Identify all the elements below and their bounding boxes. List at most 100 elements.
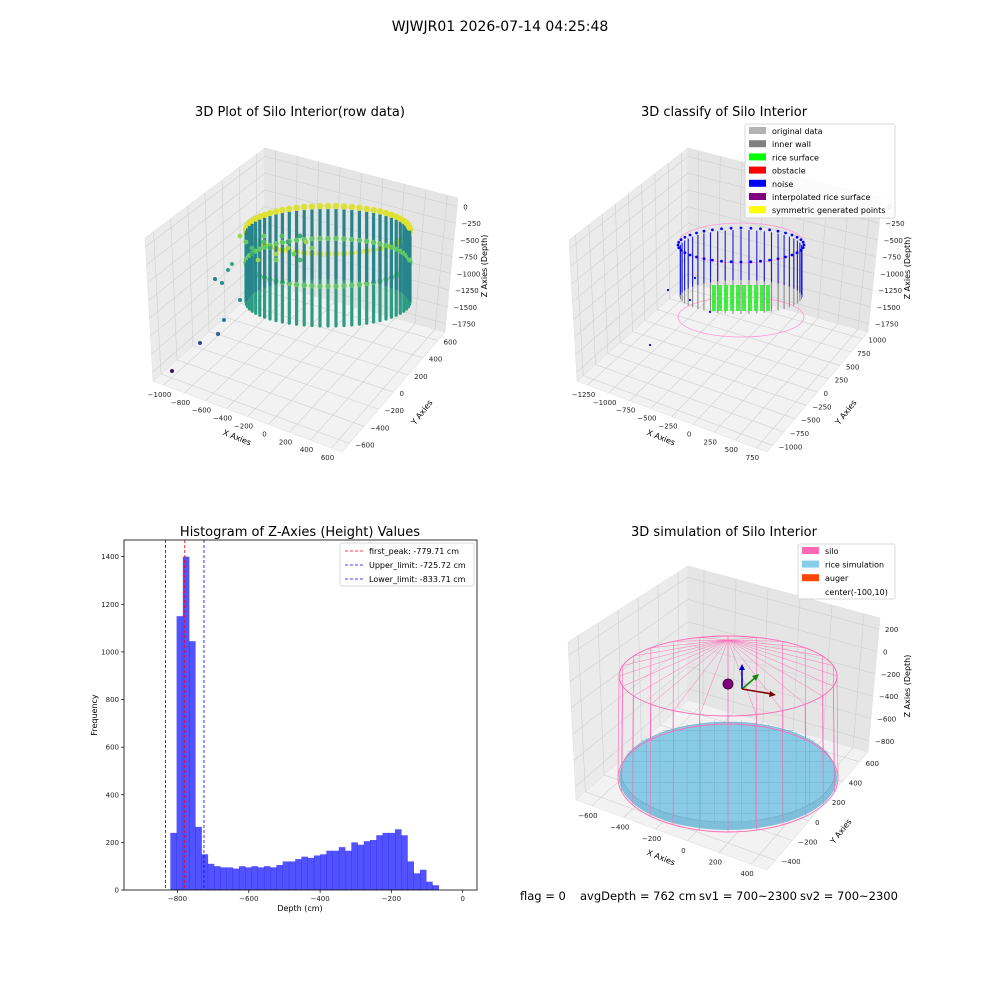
legend-label: noise — [772, 180, 793, 189]
histogram-bar — [432, 885, 439, 890]
noise-point — [784, 255, 787, 259]
y-tick-label: −250 — [812, 403, 831, 411]
noise-point — [711, 258, 714, 262]
z-tick-label: −1000 — [457, 270, 481, 278]
histogram-reference-lines — [165, 540, 205, 890]
wall-top-point — [272, 208, 280, 215]
legend-label: first_peak: -779.71 cm — [369, 547, 459, 556]
noise-point — [720, 259, 723, 263]
silo-wall-line — [822, 655, 824, 752]
histogram-x-label: Depth (cm) — [277, 904, 322, 913]
rice-surface-point — [736, 285, 740, 295]
x-tick-label: 750 — [746, 454, 759, 462]
z-gridline — [572, 206, 876, 302]
silo-wall-line — [782, 710, 784, 825]
noise-point — [795, 235, 799, 239]
histogram-bar — [407, 861, 415, 890]
rice-surface-point — [766, 301, 770, 311]
y-tick-label: 200 — [106, 839, 119, 847]
x-gridline — [692, 178, 807, 425]
y-tick-label: 0 — [115, 887, 119, 895]
silo-wall-line — [782, 641, 784, 732]
histogram-bar — [176, 616, 184, 890]
x-gridline — [310, 189, 427, 441]
noise-point — [679, 238, 683, 242]
silo-roof-line — [622, 639, 729, 666]
y-gridline — [667, 163, 852, 353]
z-gridline — [573, 223, 875, 320]
x-gridline — [735, 189, 850, 441]
z-tick-label: −1500 — [453, 304, 477, 312]
rice-surface-point — [718, 293, 722, 303]
sv2-status: sv2 = 700~2300 — [800, 889, 898, 903]
legend-swatch — [749, 140, 766, 148]
stray-point — [230, 262, 234, 266]
wall-top-point — [332, 202, 340, 210]
wall-top-point — [370, 206, 377, 214]
stray-noise-point — [708, 310, 712, 314]
noise-point — [677, 240, 681, 244]
rice-surface-point — [724, 285, 728, 295]
rice-surface-point — [736, 301, 740, 311]
y-gridline — [577, 635, 776, 861]
wall-mid-point — [364, 238, 370, 244]
stray-noise-point — [693, 276, 697, 280]
histogram-bar — [201, 854, 209, 890]
stray-point — [198, 341, 202, 345]
wall-mid-point — [393, 246, 399, 252]
histogram-bar — [388, 832, 396, 890]
wall-mid-point — [309, 283, 315, 289]
histogram-bar — [401, 835, 408, 890]
silo-wall-line — [621, 665, 623, 765]
classify-3d-z-label: Z Axies (Depth) — [903, 237, 912, 300]
noise-point — [679, 248, 683, 252]
sv1-status: sv1 = 700~2300 — [699, 889, 797, 903]
legend-label: obstacle — [772, 167, 806, 176]
histogram-bar — [195, 826, 202, 890]
x-tick-label: 0 — [262, 430, 266, 438]
wall-mid-point — [309, 236, 315, 242]
simulation-3d-plot: 3D simulation of Silo Interior −600−400−… — [567, 525, 912, 878]
silo-roof-line — [727, 639, 834, 687]
wall-mid-point — [407, 257, 413, 263]
z-tick-label: −800 — [875, 738, 894, 746]
histogram-bar — [232, 868, 240, 890]
y-tick-label: −500 — [801, 417, 820, 425]
wall-top-point — [406, 224, 413, 231]
wall-mid-point — [273, 241, 279, 247]
z-tick-label: −1250 — [455, 287, 479, 295]
wall-top-point — [376, 208, 384, 215]
silo-wall-line — [804, 704, 807, 817]
histogram-bar — [301, 856, 308, 890]
spill-point — [279, 233, 285, 239]
histogram-bar — [382, 832, 390, 890]
wall-mid-point — [325, 283, 331, 289]
histogram-bar — [326, 850, 333, 890]
silo-wall-line — [672, 641, 674, 732]
wall-top-point — [293, 204, 300, 211]
spill-point — [285, 245, 291, 251]
classify-3d-legend: original data inner wall rice surface obsta… — [744, 123, 896, 219]
z-tick-label: −1000 — [880, 270, 904, 278]
wall-mid-point — [349, 236, 355, 242]
wall-top-point — [279, 206, 286, 214]
noise-point — [729, 226, 733, 230]
legend-label: rice surface — [772, 153, 819, 162]
histogram-bar — [370, 840, 377, 890]
y-gridline — [628, 193, 818, 393]
z-gridline — [571, 189, 878, 285]
x-tick-label: −250 — [658, 423, 677, 431]
wall-mid-point — [325, 235, 331, 241]
spill-point — [303, 239, 309, 245]
histogram-bar — [288, 861, 296, 890]
rice-surface-point — [730, 285, 734, 295]
y-gridline — [588, 224, 784, 433]
y-gridline — [615, 204, 807, 406]
histogram-bar — [419, 869, 427, 890]
simulation-3d-x-label: X Axies — [646, 848, 677, 867]
legend-label: original data — [772, 127, 823, 136]
figure-suptitle: WJWJR01 2026-07-14 04:25:48 — [392, 19, 609, 35]
noise-point — [695, 255, 698, 259]
histogram-bar — [413, 873, 421, 890]
